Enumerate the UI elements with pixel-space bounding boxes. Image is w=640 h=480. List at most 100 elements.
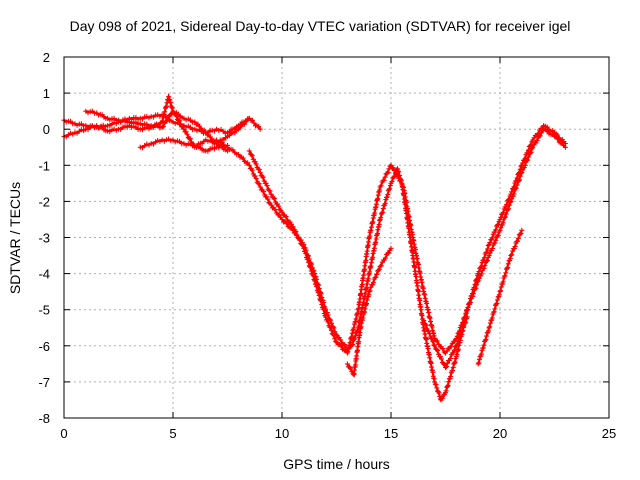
data-point-marker xyxy=(474,276,480,282)
data-point-marker xyxy=(460,325,466,330)
data-point-marker xyxy=(427,330,433,336)
data-point-marker xyxy=(460,327,466,333)
data-point-marker xyxy=(348,365,354,371)
data-point-marker xyxy=(535,131,541,137)
x-tick-label: 5 xyxy=(169,426,176,441)
data-point-marker xyxy=(99,112,105,118)
data-point-marker xyxy=(435,348,441,354)
data-point-marker xyxy=(242,121,248,127)
data-point-marker xyxy=(457,333,463,339)
data-point-marker xyxy=(475,361,481,367)
data-point-marker xyxy=(482,337,488,343)
data-point-marker xyxy=(396,169,402,175)
data-point-marker xyxy=(520,160,526,166)
data-point-marker xyxy=(452,360,457,366)
data-point-marker xyxy=(433,382,439,388)
data-point-marker xyxy=(240,155,246,161)
data-point-marker xyxy=(484,249,490,255)
data-point-marker xyxy=(338,343,344,349)
data-point-marker xyxy=(492,229,498,235)
data-point-marker xyxy=(388,245,394,251)
x-tick-label: 25 xyxy=(602,426,616,441)
data-point-marker xyxy=(472,281,478,287)
data-point-marker xyxy=(332,336,338,342)
data-point-marker xyxy=(505,264,511,270)
data-point-marker xyxy=(505,207,511,213)
data-point-marker xyxy=(519,227,525,233)
data-point-marker xyxy=(476,360,482,366)
data-point-marker xyxy=(464,314,470,320)
data-point-marker xyxy=(444,384,450,389)
data-point-marker xyxy=(99,124,105,130)
data-point-marker xyxy=(349,330,355,336)
data-point-marker xyxy=(175,111,181,117)
data-point-marker xyxy=(253,176,259,181)
data-point-marker xyxy=(494,297,500,303)
data-point-marker xyxy=(184,131,190,137)
data-point-marker xyxy=(489,315,495,321)
data-point-marker xyxy=(351,325,357,331)
x-tick-label: 10 xyxy=(275,426,289,441)
data-point-marker xyxy=(522,155,528,161)
data-point-marker xyxy=(526,147,531,153)
data-point-marker xyxy=(517,170,522,176)
data-point-marker xyxy=(276,203,282,209)
data-point-marker xyxy=(492,240,498,246)
data-point-marker xyxy=(354,329,360,335)
data-point-marker xyxy=(508,253,514,258)
data-point-marker xyxy=(448,356,453,361)
data-point-marker xyxy=(330,331,336,337)
data-point-marker xyxy=(491,309,497,315)
data-point-marker xyxy=(331,332,337,338)
data-point-marker xyxy=(165,116,171,122)
data-point-marker xyxy=(310,273,316,279)
data-point-marker xyxy=(378,183,384,189)
data-point-marker xyxy=(333,338,339,344)
data-point-marker xyxy=(314,283,320,289)
y-tick-label: -7 xyxy=(38,375,50,390)
data-point-marker xyxy=(329,327,334,333)
data-point-marker xyxy=(279,216,285,222)
data-point-marker xyxy=(432,379,438,385)
data-point-marker xyxy=(279,209,285,215)
data-point-marker xyxy=(509,252,515,258)
data-point-marker xyxy=(502,273,508,279)
data-point-marker xyxy=(527,143,533,149)
data-point-marker xyxy=(490,235,495,241)
data-point-marker xyxy=(485,246,490,252)
data-point-marker xyxy=(297,237,303,243)
data-point-marker xyxy=(504,201,510,207)
data-point-marker xyxy=(246,148,252,154)
data-point-marker xyxy=(515,235,521,241)
data-point-marker xyxy=(226,133,232,139)
data-point-marker xyxy=(453,343,459,349)
data-point-marker xyxy=(434,338,440,344)
data-point-marker xyxy=(386,186,392,192)
data-point-marker xyxy=(386,166,392,172)
series-trace-g xyxy=(344,245,394,378)
data-point-marker xyxy=(450,365,456,371)
data-point-marker xyxy=(471,285,477,290)
data-point-marker xyxy=(525,150,531,156)
data-point-marker xyxy=(342,342,348,348)
data-point-marker xyxy=(293,229,299,235)
data-point-marker xyxy=(347,364,353,370)
data-point-marker xyxy=(380,206,386,212)
data-point-marker xyxy=(497,227,503,233)
data-point-marker xyxy=(395,172,400,178)
data-point-marker xyxy=(360,315,366,321)
data-point-marker xyxy=(534,138,540,144)
data-point-marker xyxy=(197,123,202,129)
data-point-marker xyxy=(493,227,499,233)
data-point-marker xyxy=(300,242,306,248)
data-point-marker xyxy=(517,166,523,172)
data-point-marker xyxy=(183,129,189,135)
data-point-marker xyxy=(318,297,323,303)
series-trace-c xyxy=(83,108,230,154)
data-point-marker xyxy=(235,152,241,157)
data-point-marker xyxy=(260,174,266,180)
data-point-marker xyxy=(249,167,255,173)
data-point-marker xyxy=(389,179,395,185)
data-point-marker xyxy=(430,339,436,345)
data-point-marker xyxy=(268,202,274,208)
